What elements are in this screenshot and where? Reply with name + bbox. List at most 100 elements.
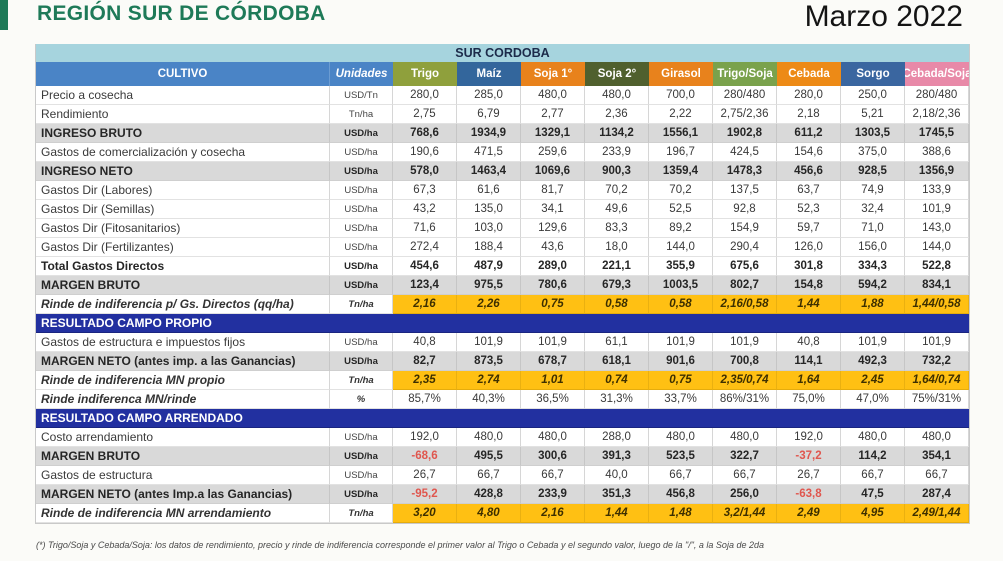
table-row: MARGEN BRUTO USD/ha 123,4 975,5 780,6 679,3 10…: [36, 276, 969, 295]
value-cell: 101,9: [649, 333, 713, 352]
unit-cell: USD/ha: [330, 276, 393, 295]
row-label: Rinde de indiferencia MN propio: [36, 371, 330, 390]
value-cell: 480,0: [585, 86, 649, 105]
value-cell: 123,4: [393, 276, 457, 295]
column-header-crop: Cebada/Soja: [905, 62, 969, 86]
unit-cell: USD/ha: [330, 162, 393, 181]
value-cell: 2,75/2,36: [713, 105, 777, 124]
table-row: Gastos de comercialización y cosecha USD/…: [36, 143, 969, 162]
table-row: Rinde de indiferencia MN propio Tn/ha 2,35…: [36, 371, 969, 390]
value-cell: 301,8: [777, 257, 841, 276]
unit-cell: USD/ha: [330, 238, 393, 257]
row-label: Gastos Dir (Fertilizantes): [36, 238, 330, 257]
value-cell: 86%/31%: [713, 390, 777, 409]
value-cell: 18,0: [585, 238, 649, 257]
value-cell: 89,2: [649, 219, 713, 238]
row-label: MARGEN NETO (antes imp. a las Ganancias): [36, 352, 330, 371]
value-cell: 594,2: [841, 276, 905, 295]
table-row: Gastos Dir (Fitosanitarios) USD/ha 71,6 103…: [36, 219, 969, 238]
unit-cell: USD/ha: [330, 428, 393, 447]
row-label: Costo arrendamiento: [36, 428, 330, 447]
value-cell: 34,1: [521, 200, 585, 219]
unit-cell: USD/ha: [330, 333, 393, 352]
value-cell: 114,2: [841, 447, 905, 466]
value-cell: 192,0: [777, 428, 841, 447]
value-cell: 487,9: [457, 257, 521, 276]
value-cell: 3,20: [393, 504, 457, 523]
value-cell: 0,75: [649, 371, 713, 390]
value-cell: 221,1: [585, 257, 649, 276]
row-label: MARGEN BRUTO: [36, 276, 330, 295]
unit-cell: Tn/ha: [330, 504, 393, 523]
value-cell: 675,6: [713, 257, 777, 276]
table-row: Rendimiento Tn/ha 2,75 6,79 2,77 2,36 2,22 2,75…: [36, 105, 969, 124]
table-row: Gastos de estructura USD/ha 26,7 66,7 66,7 40…: [36, 466, 969, 485]
value-cell: 678,7: [521, 352, 585, 371]
value-cell: 1,44: [585, 504, 649, 523]
value-cell: 154,9: [713, 219, 777, 238]
unit-cell: USD/ha: [330, 124, 393, 143]
table-row: MARGEN NETO (antes Imp.a las Ganancias) U…: [36, 485, 969, 504]
value-cell: 1,44: [777, 295, 841, 314]
value-cell: 66,7: [457, 466, 521, 485]
value-cell: 1356,9: [905, 162, 969, 181]
unit-cell: USD/ha: [330, 466, 393, 485]
value-cell: 480,0: [713, 428, 777, 447]
unit-cell: USD/ha: [330, 485, 393, 504]
value-cell: 280,0: [777, 86, 841, 105]
value-cell: 280,0: [393, 86, 457, 105]
value-cell: 103,0: [457, 219, 521, 238]
value-cell: 280/480: [713, 86, 777, 105]
unit-cell: USD/ha: [330, 257, 393, 276]
value-cell: 59,7: [777, 219, 841, 238]
value-cell: 47,0%: [841, 390, 905, 409]
value-cell: 66,7: [649, 466, 713, 485]
value-cell: 259,6: [521, 143, 585, 162]
value-cell: 70,2: [649, 181, 713, 200]
value-cell: 6,79: [457, 105, 521, 124]
unit-cell: Tn/ha: [330, 105, 393, 124]
value-cell: 495,5: [457, 447, 521, 466]
value-cell: 1745,5: [905, 124, 969, 143]
value-cell: 1303,5: [841, 124, 905, 143]
region-table: SUR CORDOBA CULTIVO Unidades Trigo Maíz So…: [35, 44, 970, 524]
table-title: SUR CORDOBA: [36, 44, 969, 62]
column-header-crop: Girasol: [649, 62, 713, 86]
table-row: Total Gastos Directos USD/ha 454,6 487,9 289…: [36, 257, 969, 276]
table-row: Gastos Dir (Labores) USD/ha 67,3 61,6 81,7 70…: [36, 181, 969, 200]
value-cell: 66,7: [905, 466, 969, 485]
column-header-crop: Cebada: [777, 62, 841, 86]
column-header-row: CULTIVO Unidades Trigo Maíz Soja 1° Soja 2°…: [36, 62, 969, 86]
value-cell: 33,7%: [649, 390, 713, 409]
value-cell: 66,7: [841, 466, 905, 485]
table-row: MARGEN NETO (antes imp. a las Ganancias)…: [36, 352, 969, 371]
green-accent-bar: [0, 0, 8, 30]
value-cell: 732,2: [905, 352, 969, 371]
value-cell: 1,88: [841, 295, 905, 314]
footnote: (*) Trigo/Soja y Cebada/Soja: los datos …: [36, 540, 764, 550]
value-cell: 70,2: [585, 181, 649, 200]
column-header-crop: Trigo/Soja: [713, 62, 777, 86]
region-table-body: Precio a cosecha USD/Tn 280,0 285,0 480,0 480…: [36, 86, 969, 523]
value-cell: 901,6: [649, 352, 713, 371]
value-cell: 36,5%: [521, 390, 585, 409]
unit-cell: Tn/ha: [330, 371, 393, 390]
table-row: Rinde de indiferencia MN arrendamiento Tn…: [36, 504, 969, 523]
value-cell: 1329,1: [521, 124, 585, 143]
value-cell: 2,26: [457, 295, 521, 314]
value-cell: 289,0: [521, 257, 585, 276]
value-cell: 780,6: [521, 276, 585, 295]
unit-cell: USD/Tn: [330, 86, 393, 105]
value-cell: 126,0: [777, 238, 841, 257]
column-header-crop: Trigo: [393, 62, 457, 86]
table-row: INGRESO BRUTO USD/ha 768,6 1934,9 1329,1 1134…: [36, 124, 969, 143]
value-cell: 92,8: [713, 200, 777, 219]
table-row: Rinde de indiferencia p/ Gs. Directos (q…: [36, 295, 969, 314]
value-cell: 2,35/0,74: [713, 371, 777, 390]
value-cell: 43,2: [393, 200, 457, 219]
value-cell: 40,3%: [457, 390, 521, 409]
row-label: Gastos Dir (Semillas): [36, 200, 330, 219]
section-header-row: RESULTADO CAMPO ARRENDADO: [36, 409, 969, 428]
unit-cell: USD/ha: [330, 181, 393, 200]
row-label: Gastos de estructura: [36, 466, 330, 485]
